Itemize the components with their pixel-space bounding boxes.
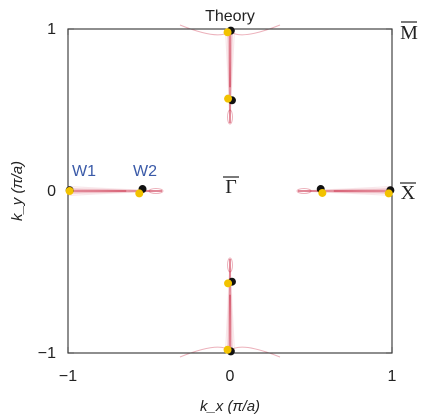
yellow-weyl-point (224, 279, 233, 288)
m-point-label: M (400, 22, 418, 44)
fermi-arc-halo (226, 259, 231, 354)
fermi-arc-halo (298, 190, 393, 195)
chart-title: Theory (205, 8, 255, 25)
fermi-arc-halo (224, 259, 231, 354)
annotation-w1: W1 (72, 163, 96, 180)
fermi-arc-tip (148, 188, 164, 194)
fermi-arc-halo (298, 187, 393, 192)
x-axis-title: k_x (π/a) (200, 398, 260, 415)
yellow-weyl-point (384, 189, 393, 198)
yellow-weyl-point (318, 188, 327, 197)
fermi-arc-layer (67, 24, 393, 358)
x-tick-label: −1 (59, 368, 77, 385)
fermi-arc-halo (67, 187, 162, 192)
y-tick-label: 1 (47, 21, 56, 38)
y-axis-title: k_y (π/a) (9, 161, 26, 221)
yellow-weyl-point (223, 345, 232, 354)
fermi-arc-tip (296, 188, 312, 194)
fermi-arc-halo (229, 28, 234, 123)
fermi-arc-halo (229, 259, 234, 354)
fermi-arc-tip (227, 257, 233, 273)
yellow-weyl-point (65, 187, 74, 195)
y-tick-label: −1 (38, 345, 56, 362)
fermi-arc-halo (229, 259, 236, 354)
fermi-arc-halo (67, 190, 162, 197)
yellow-weyl-point (223, 28, 232, 37)
x-point-label: X (401, 182, 416, 204)
x-tick-label: 0 (226, 368, 235, 385)
gamma-point-label: Γ (225, 176, 237, 198)
x-tick-label: 1 (388, 368, 397, 385)
y-tick-label: 0 (47, 183, 56, 200)
yellow-weyl-point (135, 189, 144, 198)
fermi-arc-halo (298, 190, 393, 197)
fermi-arc-halo (224, 28, 231, 123)
fermi-arc-halo (67, 185, 162, 192)
fermi-arc-halo (298, 185, 393, 192)
yellow-weyl-point (224, 94, 233, 103)
annotation-w2: W2 (133, 163, 157, 180)
tick-layer: −1 0 1 −1 0 1 (38, 21, 397, 385)
point-layer (65, 26, 395, 356)
fermi-arc-halo (67, 190, 162, 195)
fermi-arc-halo (229, 28, 236, 123)
fermi-arc-halo (226, 28, 231, 123)
fermi-arc-tip (227, 109, 233, 125)
